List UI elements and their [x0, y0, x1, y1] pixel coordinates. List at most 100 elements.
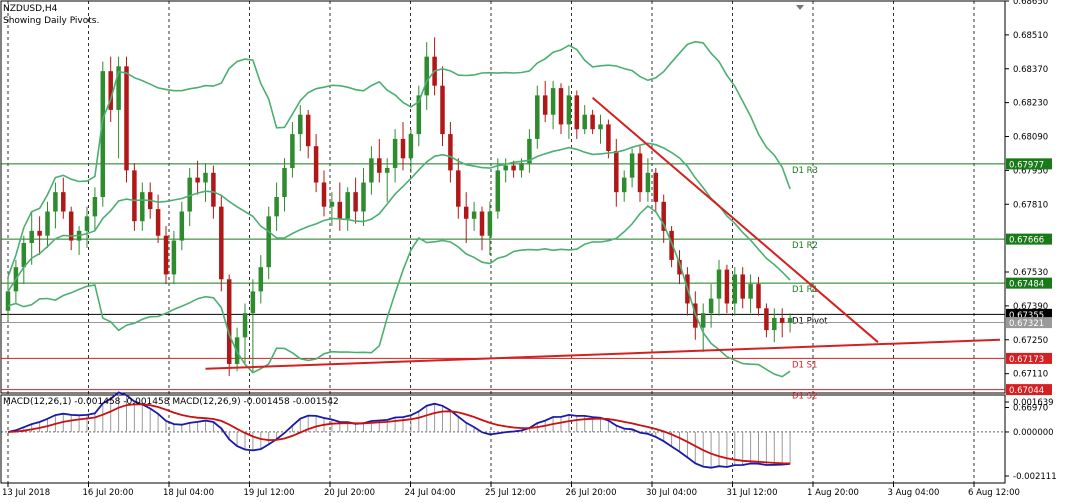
candle-body [566, 95, 572, 125]
candle-body [369, 158, 374, 183]
pivot-label-d1-r2: D1 R2 [792, 241, 818, 251]
candle-body [179, 211, 185, 241]
candle-body [313, 146, 319, 183]
bollinger-middle [7, 142, 791, 292]
candle-body [629, 153, 635, 178]
time-axis-label: 25 Jul 12:00 [485, 488, 536, 498]
pivot-label-d1-s1: D1 S1 [792, 360, 817, 370]
candle-body [503, 165, 508, 171]
time-axis-label: 19 Jul 12:00 [244, 488, 295, 498]
price-axis-label: 0.67950 [1013, 166, 1048, 176]
candle-body [400, 138, 406, 159]
candle-body [550, 88, 556, 115]
price-axis-label: 0.67250 [1013, 336, 1048, 346]
price-tag-bg [1006, 158, 1052, 170]
macd-pane-frame [0, 394, 1006, 484]
candle-body [68, 211, 74, 241]
candle-body [772, 317, 777, 331]
price-axis-label: 0.68090 [1013, 133, 1048, 143]
candle-body [116, 66, 121, 110]
candle-body [171, 240, 177, 275]
candle-body [21, 242, 27, 268]
candle-body [203, 172, 208, 183]
candle-body [108, 71, 113, 110]
candle-body [764, 308, 769, 331]
candle-body [661, 201, 666, 231]
candle-body [155, 209, 161, 236]
candle-body [37, 230, 42, 236]
candle-body [614, 151, 619, 193]
candle-body [527, 138, 532, 164]
candle-body [645, 172, 651, 193]
candle-body [416, 95, 422, 135]
macd-axis-label: 0.001639 [1013, 398, 1054, 408]
candle-body [29, 230, 34, 243]
candle-body [756, 284, 761, 309]
candle-body [590, 114, 595, 130]
candle-body [353, 192, 358, 212]
macd-signal-line [7, 403, 791, 465]
candle-body [677, 259, 682, 275]
price-axis-label: 0.68370 [1013, 65, 1048, 75]
time-axis-label: 20 Jul 20:00 [324, 488, 375, 498]
candle-body [787, 317, 793, 323]
price-axis-label: 0.66970 [1013, 404, 1048, 414]
candle-body [724, 269, 730, 304]
time-axis-label: 1 Aug 20:00 [807, 488, 859, 498]
time-axis-label: 26 Jul 20:00 [566, 488, 617, 498]
price-axis-label: 0.68650 [1013, 0, 1048, 7]
price-axis-label: 0.67810 [1013, 200, 1048, 210]
price-tag-bg [1006, 308, 1052, 320]
time-axis-label: 6 Aug 12:00 [968, 488, 1020, 498]
candle-body [92, 197, 98, 217]
price-tag-bg [1006, 352, 1052, 364]
price-axis-label: 0.67390 [1013, 302, 1048, 312]
time-axis-label: 16 Jul 20:00 [83, 488, 134, 498]
candle-body [195, 177, 200, 183]
candle-body [779, 317, 785, 323]
candle-body [250, 291, 256, 314]
price-tag-d1-pivot: 0.67355 [1009, 311, 1044, 321]
candle-body [511, 165, 516, 171]
candle-body [708, 298, 714, 314]
candle-body [748, 284, 753, 299]
macd-axis-label: -0.002111 [1013, 472, 1057, 482]
candle-body [384, 167, 390, 173]
candle-body [558, 88, 564, 125]
price-axis-label: 0.67110 [1013, 370, 1048, 380]
candle-body [377, 158, 382, 173]
candle-body [258, 267, 264, 292]
price-tag-bg [1006, 233, 1052, 245]
resistance-trendline[interactable] [591, 97, 879, 343]
candle-body [479, 211, 485, 236]
candle-body [282, 167, 287, 197]
candle-body [132, 170, 137, 222]
candle-body [337, 201, 343, 219]
candle-body [211, 172, 216, 207]
chart-shift-icon[interactable] [796, 5, 804, 10]
candle-body [471, 211, 477, 219]
candle-body [100, 71, 106, 197]
candle-body [361, 182, 366, 212]
candle-body [321, 182, 327, 207]
candle-body [392, 138, 398, 168]
time-axis-label: 24 Jul 04:00 [405, 488, 456, 498]
candle-body [495, 170, 501, 212]
time-axis-label: 3 Aug 04:00 [888, 488, 940, 498]
candle-body [124, 66, 129, 171]
candle-body [621, 177, 627, 193]
pivot-label-d1-s2: D1 S2 [792, 392, 817, 402]
time-axis-label: 18 Jul 04:00 [163, 488, 214, 498]
candle-body [653, 172, 659, 202]
candle-body [519, 163, 524, 171]
candle-body [274, 197, 279, 217]
candle-body [329, 201, 335, 207]
candle-body [669, 230, 674, 260]
candle-body [290, 134, 295, 168]
current-price-tag: 0.67321 [1009, 319, 1044, 329]
support-trendline[interactable] [205, 338, 1001, 370]
candle-body [542, 95, 548, 115]
candle-body [700, 313, 706, 328]
